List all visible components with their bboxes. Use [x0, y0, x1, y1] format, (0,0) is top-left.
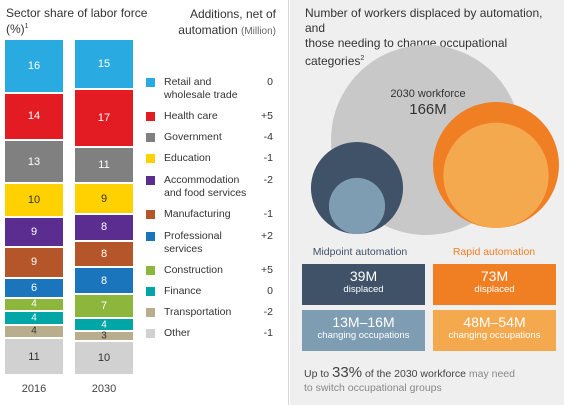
bar-segment-2016-2: 14	[5, 93, 63, 139]
year-label-2030: 2030	[91, 383, 117, 395]
bar-segment-2016-5: 9	[5, 218, 63, 247]
bar-value-label: 11	[28, 350, 40, 363]
bar-segment-2016-8: 4	[5, 298, 63, 311]
bar-value-label: 14	[27, 110, 41, 123]
legend-label: Health care	[164, 110, 218, 122]
legend-swatch	[146, 308, 155, 317]
legend-label: Finance	[164, 285, 202, 297]
legend-addition-value: 0	[267, 285, 273, 297]
midpoint-displaced-box: 39M displaced	[302, 264, 425, 305]
footer-note: Up to 33% of the 2030 workforce may need…	[304, 364, 515, 394]
bar-segment-2030-10: 3	[75, 330, 133, 342]
legend-swatch	[146, 232, 155, 241]
additions-title: Additions, net of automation (Million)	[178, 7, 276, 37]
bar-value-label: 4	[101, 319, 107, 331]
bar-2016: 16 14 13 10 9 9 6 4 4 4 11	[5, 40, 63, 376]
legend-label: Construction	[164, 264, 223, 276]
bar-segment-2016-3: 13	[5, 140, 63, 183]
legend-addition-value: +5	[261, 110, 273, 122]
legend-label: Professional services	[164, 230, 222, 255]
year-label-2016: 2016	[21, 383, 47, 395]
legend-swatch	[146, 329, 155, 338]
legend-swatch	[146, 210, 155, 219]
bar-value-label: 10	[97, 352, 111, 365]
bar-value-label: 4	[31, 312, 37, 324]
legend-label: Accommodation and food services	[164, 174, 247, 199]
legend-addition-value: -1	[263, 152, 273, 164]
legend-swatch	[146, 133, 155, 142]
bar-value-label: 8	[100, 274, 108, 287]
rapid-changing-bubble	[443, 122, 549, 228]
legend-swatch	[146, 176, 155, 185]
bar-segment-2030-9: 4	[75, 318, 133, 331]
bar-value-label: 17	[97, 111, 111, 124]
workforce-label: 2030 workforce 166M	[390, 88, 466, 118]
legend-addition-value: 0	[267, 76, 273, 88]
legend-label: Retail and wholesale trade	[164, 76, 238, 101]
legend-addition-value: -2	[263, 306, 273, 318]
bar-segment-2016-4: 10	[5, 184, 63, 217]
legend-label: Transportation	[164, 306, 232, 318]
bar-value-label: 13	[27, 155, 41, 168]
bar-value-label: 9	[100, 192, 108, 205]
rapid-label: Rapid automation	[452, 246, 536, 258]
midpoint-changing-bubble	[328, 177, 386, 235]
left-panel: Sector share of labor force (%)1 Additio…	[5, 6, 276, 395]
bubble-chart-title: Number of workers displaced by automatio…	[305, 6, 543, 68]
legend-label: Education	[164, 152, 211, 164]
bar-value-label: 8	[100, 221, 108, 234]
legend-label: Other	[164, 327, 191, 339]
bar-segment-2030-4: 9	[75, 184, 133, 213]
bar-segment-2016-9: 4	[5, 312, 63, 324]
bar-value-label: 4	[31, 325, 37, 337]
bar-segment-2016-1: 16	[5, 40, 63, 92]
bar-value-label: 10	[27, 194, 41, 207]
legend-swatch	[146, 112, 155, 121]
bar-segment-2030-5: 8	[75, 214, 133, 240]
bar-segment-2016-6: 9	[5, 248, 63, 277]
bar-value-label: 4	[31, 298, 37, 310]
bar-segment-2030-7: 8	[75, 268, 133, 294]
rapid-changing-box: 48M–54M changing occupations	[433, 310, 556, 351]
legend-addition-value: -2	[263, 174, 273, 186]
panel-divider	[288, 0, 289, 405]
bar-value-label: 9	[30, 256, 38, 269]
bar-segment-2016-7: 6	[5, 278, 63, 297]
legend-addition-value: -1	[263, 208, 273, 220]
bar-segment-2030-8: 7	[75, 295, 133, 317]
legend-addition-value: -4	[263, 131, 273, 143]
legend-swatch	[146, 266, 155, 275]
bar-segment-2016-11: 11	[5, 339, 63, 374]
midpoint-changing-box: 13M–16M changing occupations	[302, 310, 425, 351]
legend-swatch	[146, 154, 155, 163]
bar-segment-2030-1: 15	[75, 40, 133, 89]
bar-segment-2030-2: 17	[75, 90, 133, 146]
bar-value-label: 8	[100, 248, 108, 261]
legend-label: Manufacturing	[164, 208, 231, 220]
legend-label: Government	[164, 131, 222, 143]
legend-addition-value: +5	[261, 264, 273, 276]
bar-segment-2030-6: 8	[75, 241, 133, 267]
bubble-chart	[310, 45, 559, 235]
rapid-displaced-box: 73M displaced	[433, 264, 556, 305]
legend-addition-value: -1	[263, 327, 273, 339]
bar-segment-2030-11: 10	[75, 342, 133, 374]
legend-addition-value: +2	[261, 230, 273, 242]
bar-value-label: 11	[98, 158, 110, 171]
bar-value-label: 3	[101, 330, 107, 342]
bar-value-label: 7	[100, 300, 108, 313]
midpoint-label: Midpoint automation	[312, 246, 408, 258]
bar-2030: 15 17 11 9 8 8 8 7 4 3 10	[75, 40, 133, 376]
bar-value-label: 15	[97, 58, 111, 71]
bar-value-label: 6	[30, 281, 38, 294]
right-panel: Number of workers displaced by automatio…	[290, 0, 564, 405]
bar-value-label: 9	[30, 226, 38, 239]
bar-value-label: 16	[27, 59, 41, 72]
bar-segment-2030-3: 11	[75, 147, 133, 183]
legend-swatch	[146, 287, 155, 296]
bar-segment-2016-10: 4	[5, 325, 63, 338]
legend-swatch	[146, 78, 155, 87]
stacked-chart-title: Sector share of labor force (%)1	[6, 6, 148, 36]
